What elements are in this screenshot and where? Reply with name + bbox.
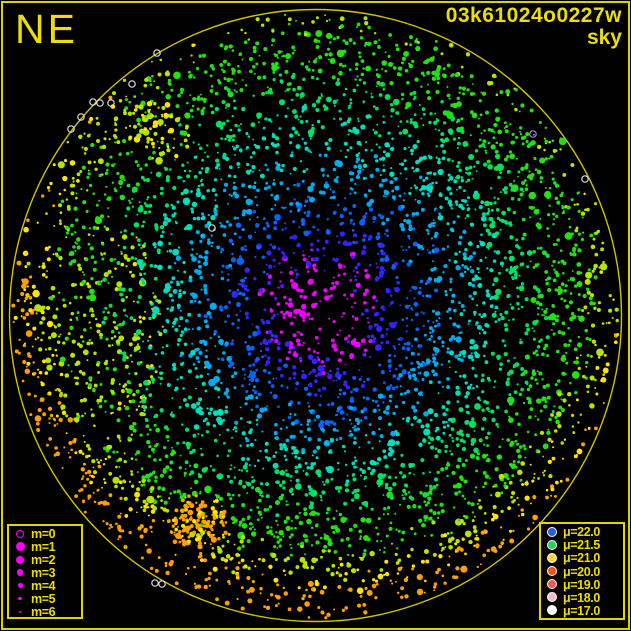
horizon-circle (8, 8, 623, 623)
marker-column (9, 583, 31, 588)
marker-column (9, 542, 31, 551)
marker-column (9, 555, 31, 564)
mu-marker-icon (547, 539, 557, 550)
mu-legend-label: μ=21.0 (563, 550, 600, 566)
mu-legend-label: μ=18.0 (563, 589, 600, 605)
magnitude-legend-label: m=4 (31, 578, 56, 593)
open-ring-markers (67, 49, 589, 588)
mu-legend-label: μ=22.0 (563, 524, 600, 540)
marker-column (541, 592, 563, 603)
open-ring-marker (158, 580, 166, 588)
magnitude-legend-row: m=4 (9, 578, 81, 593)
title-block: 03k61024o0227w sky (446, 5, 622, 49)
magnitude-marker-icon (18, 596, 22, 601)
star-field (11, 13, 620, 620)
mu-legend-row: μ=20.0 (541, 563, 623, 579)
mu-marker-icon (547, 605, 557, 616)
open-ring-marker (107, 99, 115, 107)
mu-marker-icon (547, 566, 557, 576)
marker-column (9, 596, 31, 601)
mu-legend-row: μ=21.0 (541, 550, 623, 566)
magnitude-legend-row: m=1 (9, 539, 81, 554)
magnitude-legend-label: m=2 (31, 552, 56, 567)
marker-column (541, 579, 563, 590)
mu-legend-row: μ=17.0 (541, 602, 623, 618)
open-ring-marker (208, 224, 216, 232)
mu-marker-icon (547, 592, 557, 603)
magnitude-marker-icon (15, 542, 25, 551)
open-ring-marker (96, 99, 104, 107)
magnitude-marker-icon (16, 529, 24, 538)
open-ring-marker (77, 113, 85, 121)
mu-legend-label: μ=17.0 (563, 602, 600, 618)
open-ring-marker (89, 98, 97, 106)
magnitude-marker-icon (16, 569, 24, 576)
mu-legend-row: μ=19.0 (541, 576, 623, 592)
marker-column (541, 526, 563, 537)
open-ring-marker (151, 579, 159, 587)
magnitude-legend-label: m=6 (31, 604, 56, 619)
marker-column (9, 610, 31, 613)
magnitude-legend: m=0 m=1 m=2 m=3 m=4 m=5 m=6 (7, 524, 83, 619)
mu-legend-label: μ=20.0 (563, 563, 600, 579)
direction-label: NE (15, 6, 78, 52)
magnitude-legend-row: m=5 (9, 591, 81, 606)
open-ring-marker (128, 80, 136, 88)
mu-legend-label: μ=19.0 (563, 576, 600, 592)
marker-column (9, 569, 31, 576)
open-ring-marker (67, 125, 75, 133)
mu-legend: μ=22.0 μ=21.5 μ=21.0 μ=20.0 μ=19.0 μ=18.0 μ=17… (539, 522, 625, 620)
magnitude-legend-label: m=5 (31, 591, 56, 606)
mu-legend-row: μ=22.0 (541, 524, 623, 540)
magnitude-legend-label: m=3 (31, 565, 56, 580)
marker-column (541, 566, 563, 576)
mu-legend-row: μ=18.0 (541, 589, 623, 605)
mu-legend-label: μ=21.5 (563, 537, 600, 553)
mu-marker-icon (547, 579, 557, 590)
plot-subtitle: sky (586, 25, 622, 49)
open-ring-marker (529, 130, 537, 138)
magnitude-marker-icon (19, 610, 21, 613)
magnitude-legend-row: m=2 (9, 552, 81, 567)
marker-column (541, 605, 563, 616)
magnitude-legend-label: m=1 (31, 539, 56, 554)
magnitude-legend-row: m=3 (9, 565, 81, 580)
plot-title: 03k61024o0227w (445, 4, 622, 27)
mu-marker-icon (547, 526, 557, 537)
magnitude-legend-row: m=0 (9, 526, 81, 541)
magnitude-marker-icon (16, 555, 24, 564)
open-ring-marker (153, 49, 161, 57)
magnitude-marker-icon (17, 583, 23, 588)
marker-column (541, 539, 563, 550)
open-ring-marker (581, 175, 589, 183)
magnitude-legend-label: m=0 (31, 526, 56, 541)
marker-column (541, 552, 563, 563)
magnitude-legend-row: m=6 (9, 604, 81, 619)
mu-marker-icon (547, 552, 557, 563)
mu-legend-row: μ=21.5 (541, 537, 623, 553)
marker-column (9, 529, 31, 538)
